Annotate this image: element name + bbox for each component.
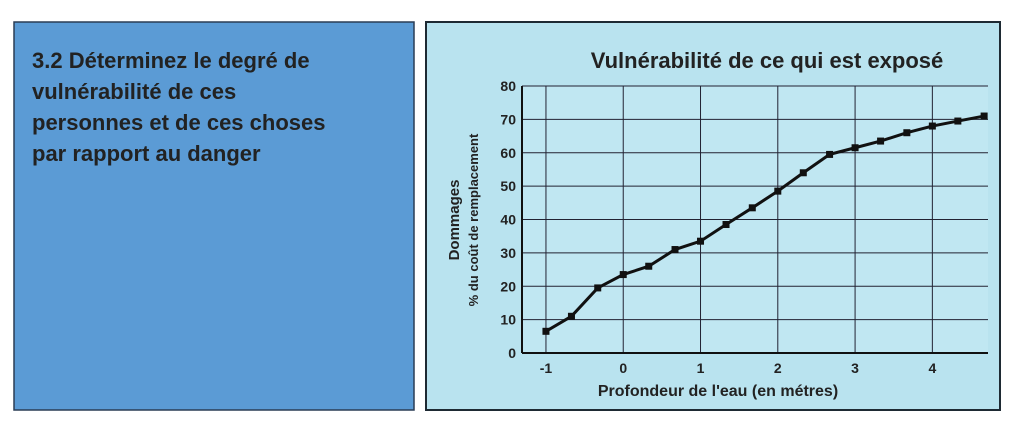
- data-point: [645, 262, 653, 270]
- y-tick-label: 50: [500, 178, 516, 194]
- x-axis-label: Profondeur de l'eau (en métres): [598, 383, 838, 400]
- y-tick-label: 40: [500, 212, 516, 228]
- data-point: [774, 187, 782, 195]
- x-tick-label: 4: [928, 360, 936, 376]
- x-tick-label: 1: [697, 360, 705, 376]
- y-axis-label: Dommages: [446, 180, 463, 261]
- panel-text-line: par rapport au danger: [32, 141, 261, 166]
- chart-title: Vulnérabilité de ce qui est exposé: [591, 48, 944, 73]
- data-point: [903, 129, 911, 137]
- panel-text-line: 3.2 Déterminez le degré de: [32, 48, 310, 73]
- data-point: [851, 144, 859, 152]
- data-point: [826, 150, 834, 158]
- data-point: [980, 112, 988, 120]
- data-line: [545, 114, 985, 333]
- x-tick-label: 3: [851, 360, 859, 376]
- y-tick-label: 60: [500, 145, 516, 161]
- data-point: [594, 284, 602, 292]
- x-tick-label: -1: [540, 360, 553, 376]
- y-tick-label: 30: [500, 245, 516, 261]
- y-tick-label: 0: [508, 345, 516, 361]
- data-point: [954, 117, 962, 125]
- data-point: [567, 312, 575, 320]
- data-point: [671, 246, 679, 254]
- y-tick-label: 20: [500, 278, 516, 294]
- x-tick-label: 2: [774, 360, 782, 376]
- data-point: [619, 271, 627, 279]
- data-point: [799, 169, 807, 177]
- data-point: [748, 204, 756, 212]
- data-point: [697, 237, 705, 245]
- y-tick-label: 10: [500, 312, 516, 328]
- panel-text-line: personnes et de ces choses: [32, 110, 325, 135]
- y-tick-label: 70: [500, 111, 516, 127]
- data-point: [928, 122, 936, 130]
- data-point: [542, 327, 550, 335]
- text-panel: [13, 21, 415, 411]
- y-tick-label: 80: [500, 78, 516, 94]
- data-point: [722, 221, 730, 229]
- data-point: [877, 137, 885, 145]
- x-tick-label: 0: [619, 360, 627, 376]
- panel-text-line: vulnérabilité de ces: [32, 79, 236, 104]
- y-axis-label: % du coût de remplacement: [466, 133, 481, 306]
